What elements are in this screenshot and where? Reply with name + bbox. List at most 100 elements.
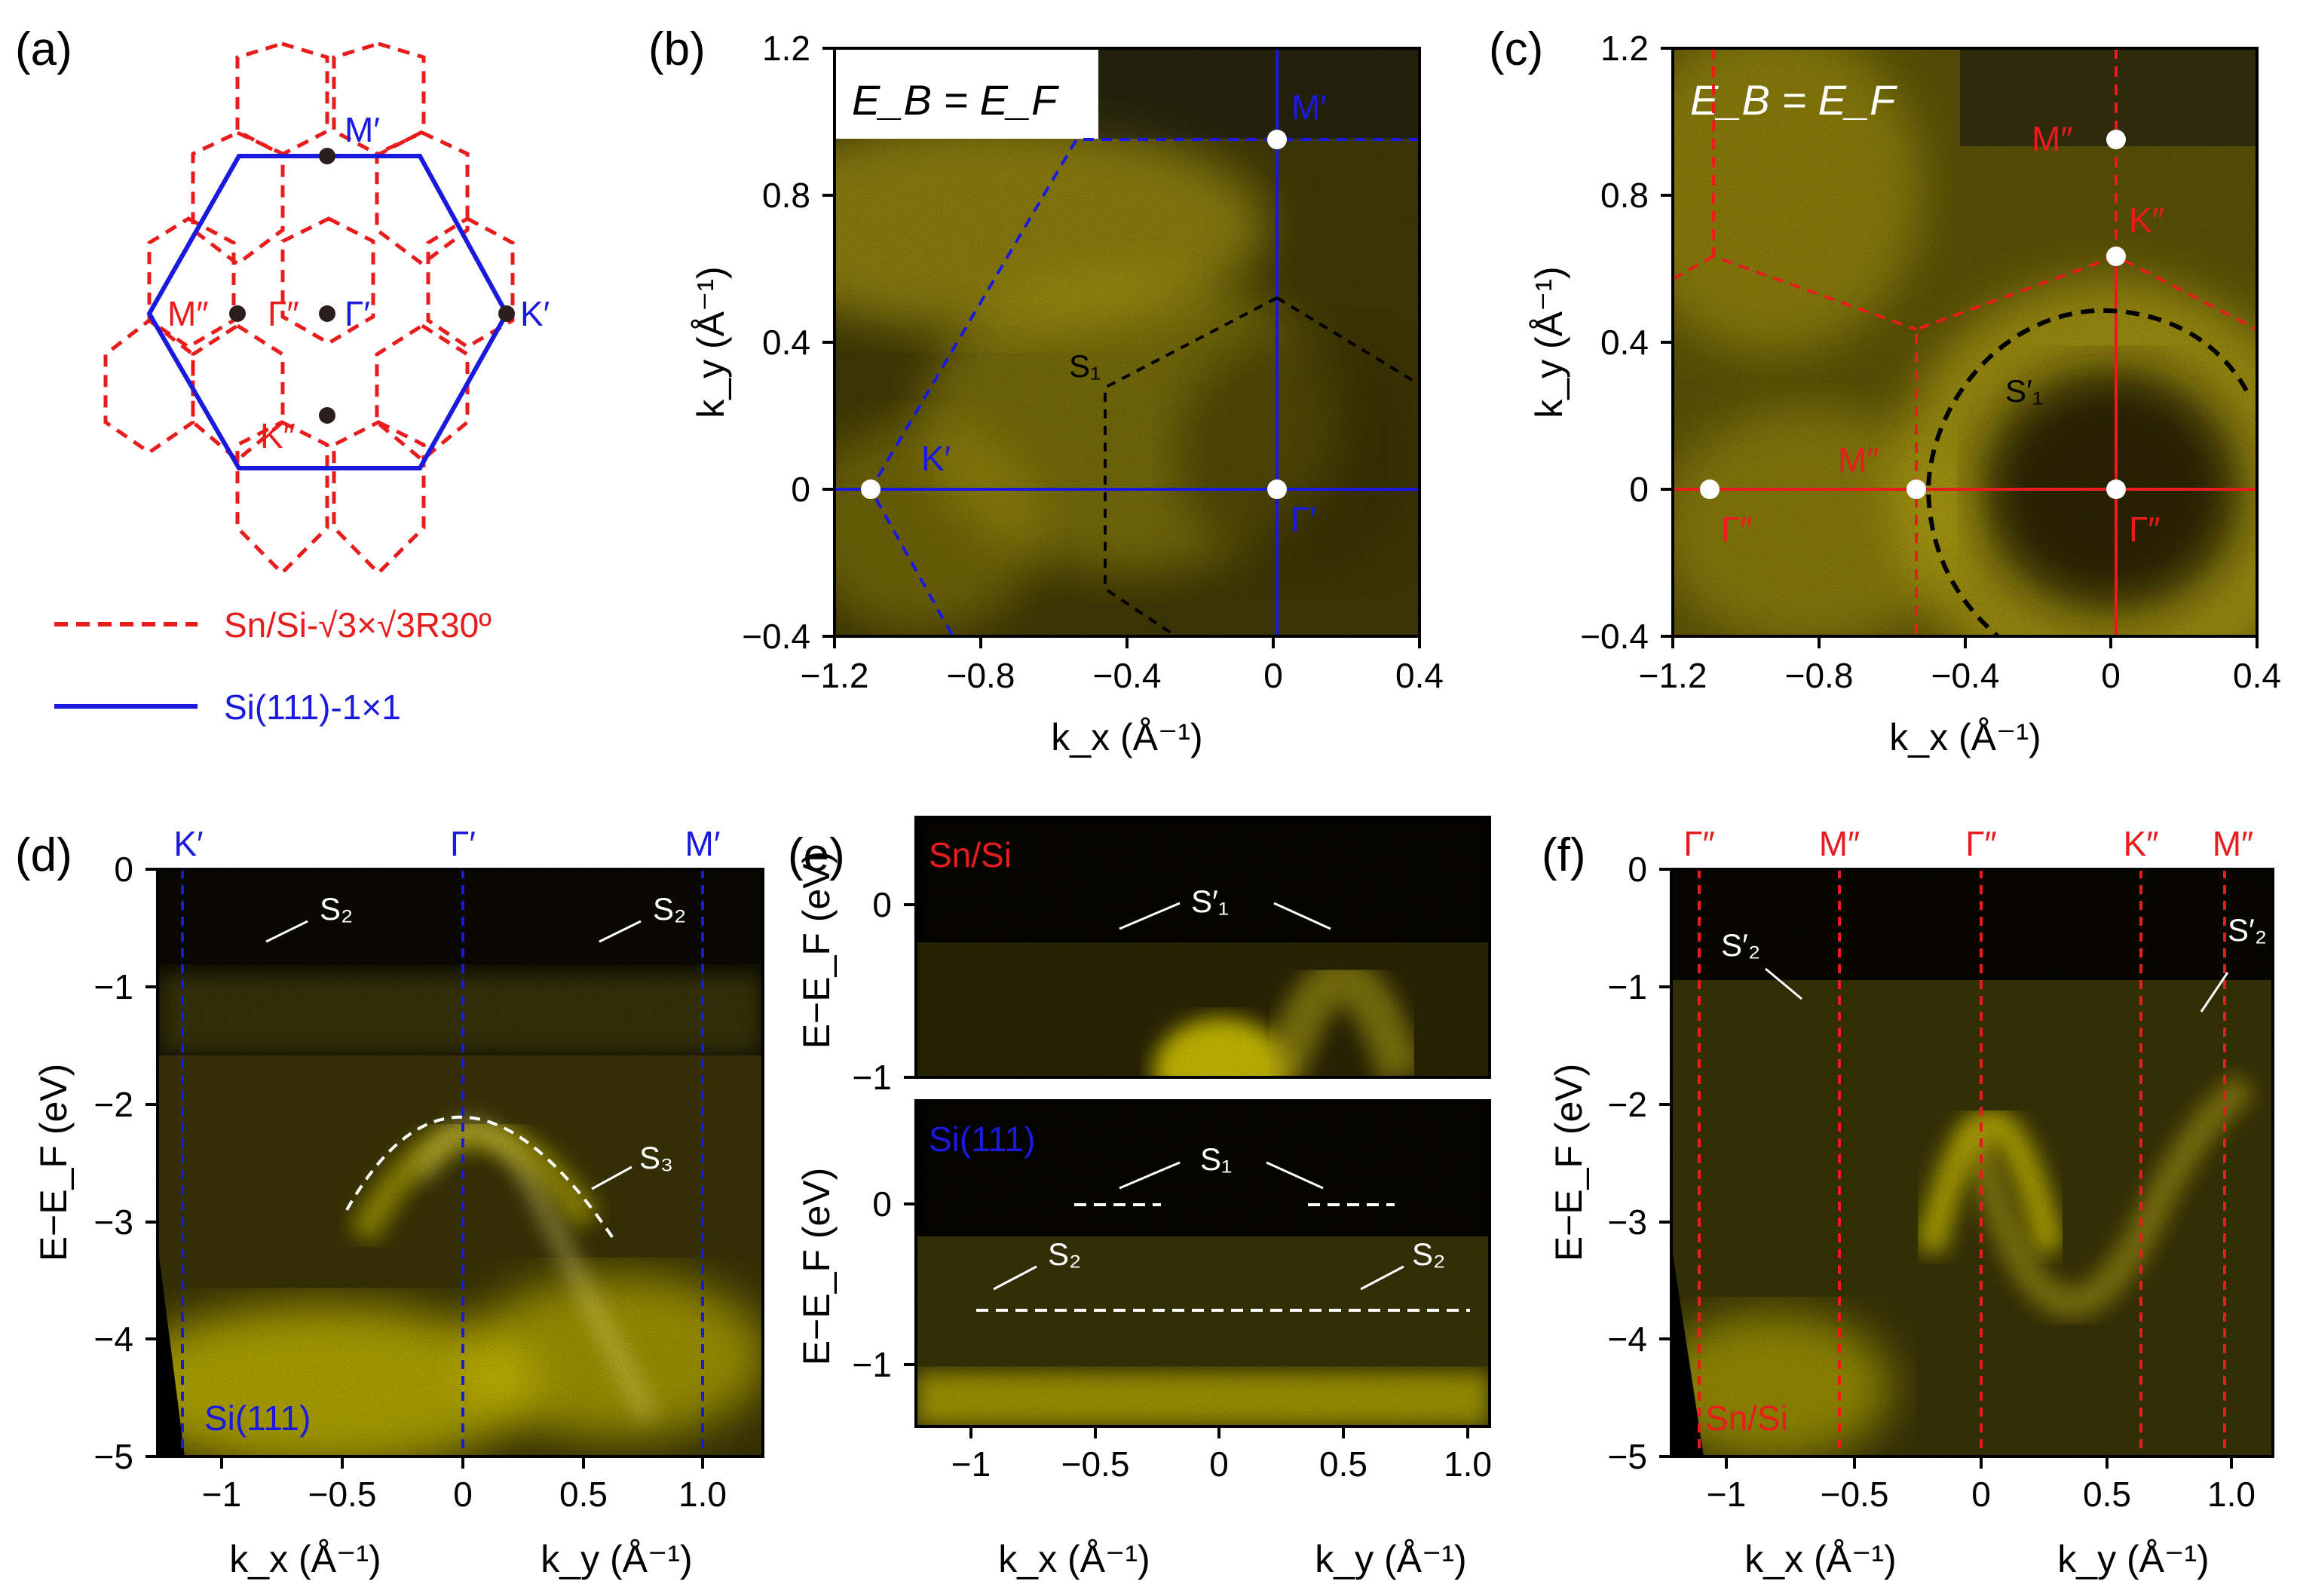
label-s2-e-right: S₂ [1412,1236,1445,1272]
ytick-b-0: 1.2 [762,29,810,68]
marker-m-prime-b [1267,130,1287,149]
ytick-d-2: −2 [94,1085,133,1124]
band-map-e-bottom [916,1101,1490,1426]
label-gamma-double-prime: Γ″ [268,294,299,333]
xtick-e-3: 0.5 [1319,1444,1367,1484]
panel-label-f: (f) [1542,829,1586,881]
panel-b: (b) E_B = E_F M′ K′ Γ′ S₁ [648,23,1444,758]
band-map-d [158,869,763,1457]
xtick-d-4: 1.0 [678,1475,727,1514]
marker-gamma-dprime-c [2106,479,2126,499]
bz-lines-f [1698,869,2226,1457]
si-brillouin-zone [146,154,510,470]
ytick-f-2: −2 [1608,1085,1647,1124]
m-double-prime-point [229,305,246,322]
xlabel-d-ky: k_y (Å⁻¹) [541,1538,692,1580]
ytick-b-2: 0.4 [762,323,810,362]
xlabel-b: k_x (Å⁻¹) [1051,716,1202,758]
xlabel-e-kx: k_x (Å⁻¹) [998,1538,1150,1580]
s1-prime-contour [1925,308,2249,639]
label-s2p-f-left: S′₂ [1721,927,1760,963]
ytick-c-4: −0.4 [1580,617,1649,656]
xtick-c-0: −1.2 [1639,656,1707,695]
ytick-f-3: −3 [1608,1202,1647,1242]
xtick-c-4: 0.4 [2233,656,2281,695]
ytick-c-2: 0.4 [1600,323,1649,362]
top-label-f-0: Γ″ [1683,824,1715,863]
xlabel-c: k_x (Å⁻¹) [1889,716,2041,758]
xtick-c-1: −0.8 [1785,656,1854,695]
xtick-e-0: −1 [951,1444,991,1484]
ytick-f-0: 0 [1628,850,1647,889]
xlabel-d-kx: k_x (Å⁻¹) [229,1538,381,1580]
ytick-d-4: −4 [94,1319,133,1359]
marker-m-dprime2-c [1906,479,1926,499]
xtick-b-4: 0.4 [1395,656,1444,695]
top-label-d-2: M′ [685,824,721,863]
marker-k-dprime-c [2106,247,2126,266]
label-s3-d: S₃ [639,1140,673,1175]
sample-label-f: Sn/Si [1705,1398,1788,1438]
xlabel-e-ky: k_y (Å⁻¹) [1315,1538,1466,1580]
label-m-dprime2-c: M″ [1838,440,1879,479]
ytick-f-5: −5 [1608,1437,1647,1476]
sample-label-d: Si(111) [204,1398,311,1438]
s1-contour [1104,296,1278,638]
xtick-b-3: 0 [1263,656,1283,695]
label-gamma-prime: Γ′ [345,294,370,333]
xtick-b-2: −0.4 [1093,656,1162,695]
label-m-prime-b: M′ [1291,87,1327,127]
marker-k-prime-b [861,479,880,499]
xtick-d-2: 0 [453,1475,473,1514]
xtick-e-4: 1.0 [1444,1444,1492,1484]
ylabel-c: k_y (Å⁻¹) [1528,266,1570,418]
ytick-b-3: 0 [791,470,810,509]
label-s2-e-left: S₂ [1048,1236,1081,1272]
panel-label-a: (a) [15,23,72,75]
ytick-b-1: 0.8 [762,176,810,215]
label-m-prime: M′ [345,110,380,149]
xticks-b [822,47,1421,648]
panel-label-b: (b) [648,23,706,75]
ytick-d-1: −1 [94,967,133,1006]
xtick-e-2: 0 [1209,1444,1229,1484]
xtick-f-3: 0.5 [2083,1475,2131,1514]
panel-e: (e) Sn/Si S′₁ Si(111) S₁ S₂ S₂ [788,816,1492,1580]
xtick-f-4: 1.0 [2207,1475,2256,1514]
panel-a: (a) M′ Γ′ K′ M″ Γ″ K″ Sn/Si-√3×√3R30º [15,23,550,727]
top-label-f-2: Γ″ [1965,824,1997,863]
label-m-dprime-c: M″ [2032,119,2073,158]
label-s2-d-left: S₂ [320,891,353,927]
xtick-f-0: −1 [1707,1475,1746,1514]
xlabel-f-ky: k_y (Å⁻¹) [2057,1538,2209,1580]
ytick-e-bot-1: −1 [853,1345,892,1384]
m-prime-point [319,148,335,164]
xtick-d-0: −1 [202,1475,241,1514]
panel-f: (f) S′₂ S′₂ Sn/Si Γ″ M″ Γ″ K″ M″ [1542,824,2274,1580]
xtick-b-0: −1.2 [801,656,869,695]
ytick-d-0: 0 [114,850,133,889]
panel-label-e: (e) [788,829,845,881]
ytick-d-5: −5 [94,1437,133,1476]
bz-lines-d [181,869,704,1457]
s3-curve [345,1115,616,1242]
ytick-c-1: 0.8 [1600,176,1649,215]
legend-sn-label: Sn/Si-√3×√3R30º [224,605,492,645]
inset-b: E_B = E_F [852,76,1059,124]
sample-label-e-bottom: Si(111) [929,1120,1035,1159]
ytick-d-3: −3 [94,1202,133,1242]
label-gamma-dprime-c: Γ″ [2129,510,2161,549]
label-k-prime-b: K′ [921,439,951,478]
label-s2-d-right: S₂ [653,891,686,927]
band-map-f [1671,869,2273,1457]
top-label-d-0: K′ [173,824,203,863]
k-prime-point [498,305,515,322]
top-label-d-1: Γ′ [450,824,476,863]
label-k-prime: K′ [520,294,550,333]
xtick-c-2: −0.4 [1931,656,2000,695]
label-m-double-prime: M″ [167,294,209,333]
panel-c: (c) E_B = E_F M″ K″ S′₁ M″ Γ″ Γ [1489,23,2281,758]
label-s2p-f-right: S′₂ [2228,912,2267,948]
top-label-f-4: M″ [2213,824,2254,863]
fermi-map-b [835,48,1420,636]
